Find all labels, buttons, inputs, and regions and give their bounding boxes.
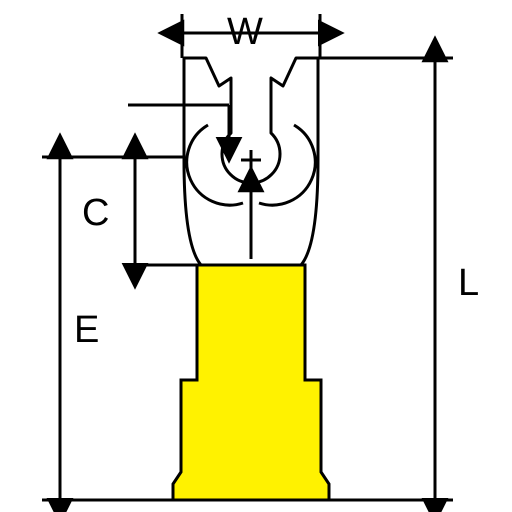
barrel-body [173,265,329,500]
lock-arc-right [259,125,315,205]
terminal-dimension-diagram: W L E C [0,0,512,512]
label-L: L [458,262,479,304]
label-E: E [74,309,99,351]
label-C: C [82,192,109,234]
lock-arc-left [187,125,243,205]
label-W: W [227,11,263,53]
